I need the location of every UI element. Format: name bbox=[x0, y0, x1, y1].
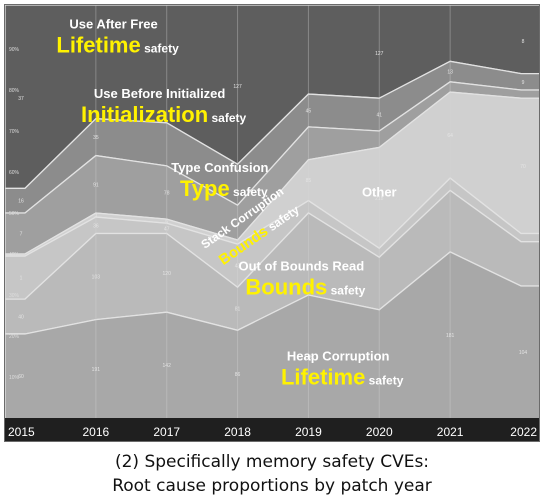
point-label: 9 bbox=[522, 80, 525, 86]
point-label: 13 bbox=[447, 70, 453, 76]
x-tick-label: 2019 bbox=[295, 425, 322, 439]
annotation-safety-label: Lifetime safety bbox=[281, 365, 404, 390]
point-label: 3 bbox=[94, 213, 97, 219]
annotation-title: Heap Corruption bbox=[287, 349, 390, 364]
point-label: 127 bbox=[233, 84, 242, 90]
point-label: 41 bbox=[377, 113, 383, 119]
point-label: 40 bbox=[18, 315, 24, 321]
point-label: 142 bbox=[163, 363, 172, 369]
annotation-safety-label: Initialization safety bbox=[81, 102, 246, 127]
point-label: 43 bbox=[235, 264, 241, 270]
y-tick-label: 90% bbox=[9, 47, 20, 53]
point-label: 70 bbox=[520, 164, 526, 170]
chart-frame: 10% 20% 30% 40% 50% 60% 70% 80% 90% 60 191 142 86 146… bbox=[4, 4, 540, 442]
annotation-title: Type Confusion bbox=[171, 160, 268, 175]
point-label: 181 bbox=[446, 333, 455, 339]
x-tick-label: 2020 bbox=[366, 425, 393, 439]
figure-caption-line-2: Root cause proportions by patch year bbox=[112, 476, 432, 496]
point-label: 6 bbox=[165, 219, 168, 225]
x-tick-label: 2016 bbox=[83, 425, 110, 439]
point-label: 127 bbox=[375, 51, 384, 57]
point-label: 35 bbox=[93, 135, 99, 141]
annotation-safety-label: Bounds safety bbox=[245, 274, 365, 299]
annotation-title: Use Before Initialized bbox=[94, 86, 226, 101]
y-tick-label: 30% bbox=[9, 293, 20, 299]
annotation-title: Other bbox=[362, 185, 397, 200]
x-tick-label: 2015 bbox=[8, 425, 35, 439]
y-tick-label: 20% bbox=[9, 334, 20, 340]
point-label: 78 bbox=[164, 191, 170, 197]
annotation-3: Other bbox=[362, 185, 397, 200]
y-tick-label: 40% bbox=[9, 252, 20, 258]
stacked-area-chart: 10%20%30%40%50%60%70%80%90%6019114286146… bbox=[5, 5, 539, 441]
point-label: 91 bbox=[93, 182, 99, 188]
annotation-safety-label: Type safety bbox=[180, 176, 268, 201]
y-tick-label: 60% bbox=[9, 170, 20, 176]
point-label: 103 bbox=[92, 275, 101, 281]
point-label: 1 bbox=[20, 276, 23, 282]
y-tick-label: 70% bbox=[9, 129, 20, 135]
point-label: 47 bbox=[164, 226, 170, 232]
point-label: 8 bbox=[522, 39, 525, 45]
x-axis-bar bbox=[5, 418, 539, 441]
point-label: 86 bbox=[235, 372, 241, 378]
point-label: 64 bbox=[447, 133, 453, 139]
x-tick-label: 2021 bbox=[437, 425, 464, 439]
point-label: 146 bbox=[304, 355, 313, 361]
x-tick-label: 2017 bbox=[153, 425, 180, 439]
annotation-title: Use After Free bbox=[69, 17, 157, 32]
point-label: 120 bbox=[163, 271, 172, 277]
point-label: 45 bbox=[306, 109, 312, 115]
y-tick-label: 50% bbox=[9, 211, 20, 217]
annotation-title: Out of Bounds Read bbox=[239, 258, 365, 273]
point-label: 60 bbox=[18, 374, 24, 380]
point-label: 36 bbox=[93, 223, 99, 229]
y-tick-label: 10% bbox=[9, 375, 20, 381]
x-tick-label: 2022 bbox=[510, 425, 537, 439]
annotation-safety-label: Lifetime safety bbox=[56, 33, 179, 58]
x-tick-label: 2018 bbox=[224, 425, 251, 439]
point-label: 16 bbox=[18, 199, 24, 205]
point-label: 191 bbox=[92, 367, 101, 373]
point-label: 218 bbox=[375, 196, 384, 202]
area-band-0 bbox=[5, 251, 539, 441]
point-label: 104 bbox=[519, 350, 528, 356]
point-label: 81 bbox=[235, 307, 241, 313]
figure-caption-line-1: (2) Specifically memory safety CVEs: bbox=[114, 452, 430, 472]
point-label: 7 bbox=[20, 232, 23, 238]
point-label: 85 bbox=[306, 178, 312, 184]
point-label: 37 bbox=[18, 96, 24, 102]
y-tick-label: 80% bbox=[9, 88, 20, 94]
